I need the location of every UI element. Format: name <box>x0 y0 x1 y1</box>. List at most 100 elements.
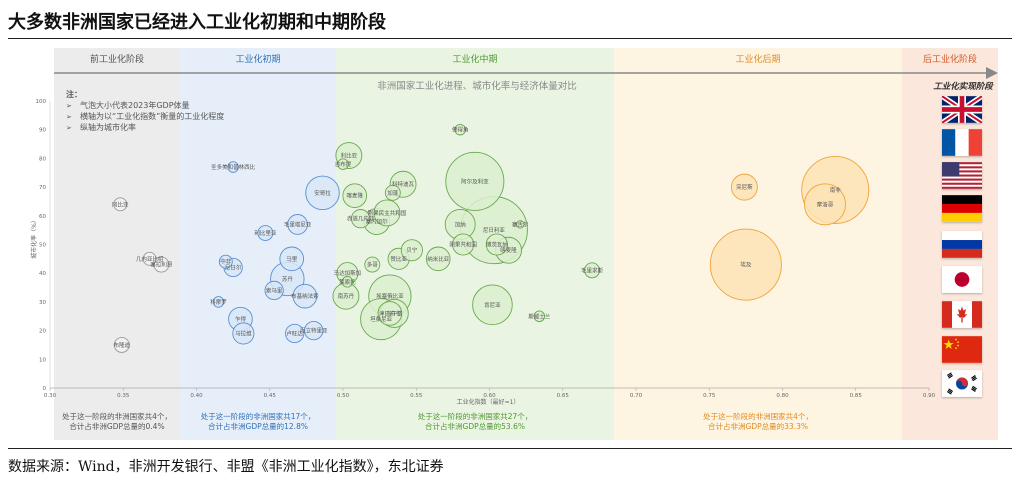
bubble-label: 加蓬 <box>387 189 399 197</box>
bubble-label: 莱索托 <box>339 278 356 286</box>
bubble-label: 多哥 <box>367 261 379 269</box>
bubble-point <box>377 301 403 326</box>
x-tick-label: 0.50 <box>337 393 350 399</box>
bubble-point <box>364 256 381 273</box>
bubble-label: 中非 <box>220 258 232 266</box>
bubble-label: 斯威士兰 <box>528 312 551 320</box>
stage-label-late: 工业化后期 <box>735 55 781 65</box>
bubble-label: 乌干达 <box>386 309 403 317</box>
stage-foot-line: 处于这一阶段的非洲国家共17个， <box>200 412 316 421</box>
bubble-point <box>113 197 128 212</box>
y-tick-label: 60 <box>39 214 46 220</box>
page-title: 大多数非洲国家已经进入工业化初期和中期阶段 <box>8 12 386 33</box>
title-divider <box>8 38 1012 39</box>
x-tick-label: 0.30 <box>44 393 57 399</box>
note-bullet: ➢ <box>66 113 72 121</box>
stage-foot-line: 合计占非洲GDP总量的53.6% <box>425 422 525 431</box>
chart-title: 非洲国家工业化进程、城市化率与经济体量对比 <box>377 80 577 92</box>
bubble-point <box>212 296 225 308</box>
stage-band-early <box>180 48 336 440</box>
bubble-label: 科特迪瓦 <box>392 180 415 188</box>
y-tick-label: 90 <box>39 128 46 134</box>
bubble-point <box>730 173 758 201</box>
bubble-point <box>584 262 600 279</box>
y-tick-label: 80 <box>39 156 46 162</box>
france-flag-icon <box>942 129 982 156</box>
stage-foot-line: 合计占非洲GDP总量的12.8% <box>208 422 308 431</box>
canada-flag-icon <box>942 301 982 328</box>
stage-label-pre: 前工业化阶段 <box>89 55 144 65</box>
bubble-label: 埃塞俄比亚 <box>376 292 404 300</box>
bubble-point <box>472 284 513 326</box>
bubble-label: 津巴布韦 <box>379 309 402 317</box>
stage-label-middle: 工业化中期 <box>452 55 498 65</box>
bubble-label: 马拉维 <box>235 329 252 337</box>
y-tick-label: 20 <box>39 329 46 335</box>
bubble-label: 塞舌尔 <box>512 220 529 228</box>
bubble-label: 埃及 <box>740 261 752 269</box>
note-bullet: ➢ <box>66 102 72 110</box>
bubble-point <box>350 209 371 229</box>
x-tick-label: 0.70 <box>630 393 643 399</box>
y-tick-label: 0 <box>43 386 47 392</box>
bubble-point <box>337 158 349 170</box>
x-tick-label: 0.75 <box>703 393 716 399</box>
bubble-label: 科摩罗 <box>210 298 227 306</box>
bubble-label: 纳米比亚 <box>427 255 450 263</box>
notes-heading: 注： <box>66 89 82 99</box>
x-axis-label: 工业化指数（最好=1） <box>457 398 520 406</box>
usa-flag-icon <box>942 162 982 189</box>
bubble-label: 安哥拉 <box>314 189 331 197</box>
stage-label-post: 后工业化阶段 <box>922 55 977 65</box>
bubble-point <box>516 220 525 229</box>
bubble-point <box>113 337 130 353</box>
germany-flag-icon <box>942 195 982 222</box>
bubble-point <box>232 322 255 345</box>
bubble-label: 毛里塔尼亚 <box>284 220 312 228</box>
bubble-label: 博茨瓦纳 <box>486 241 509 249</box>
bubble-label: 苏丹 <box>282 275 294 283</box>
russia-flag-icon <box>942 231 982 258</box>
bubble-label: 几内亚比绍 <box>136 255 164 263</box>
korea-flag-icon <box>942 370 982 397</box>
bubble-point <box>227 161 239 173</box>
footer-divider <box>8 448 1012 449</box>
flag-stack <box>938 96 988 406</box>
bubble-point <box>142 251 157 266</box>
bubble-point <box>341 276 354 288</box>
y-tick-label: 50 <box>39 243 46 249</box>
bubble-label: 佛得角 <box>452 126 469 134</box>
bubble-label: 索马里 <box>266 286 283 294</box>
bubble-label: 吉布提 <box>335 160 352 168</box>
bubble-point <box>257 225 274 241</box>
stage-band-pre <box>54 48 180 440</box>
note-line: 纵轴为城市化率 <box>80 122 136 132</box>
bubble-label: 塞拉利昂 <box>150 261 172 269</box>
note-line: 横轴为以“工业化指数”衡量的工业化程度 <box>80 111 224 121</box>
stage-foot-line: 合计占非洲GDP总量的33.3% <box>708 422 808 431</box>
x-tick-label: 0.80 <box>776 393 789 399</box>
bubble-point <box>292 283 318 309</box>
stage-foot-middle: 处于这一阶段的非洲国家共27个， 合计占非洲GDP总量的53.6% <box>336 412 614 432</box>
bubble-point <box>264 280 284 301</box>
x-tick-label: 0.85 <box>850 393 863 399</box>
bubble-point <box>804 183 846 226</box>
bubble-label: 赤道几内亚 <box>347 215 375 223</box>
x-tick-label: 0.45 <box>264 393 277 399</box>
stage-label-early: 工业化初期 <box>235 55 281 65</box>
bubble-label: 刚果共和国 <box>449 241 477 249</box>
bubble-point <box>485 233 508 256</box>
stage-foot-line: 处于这一阶段的非洲国家共4个， <box>62 412 172 421</box>
bubble-point <box>384 184 401 201</box>
bubble-label: 贝宁 <box>406 246 418 254</box>
bubble-point <box>153 256 170 273</box>
bubble-label: 南苏丹 <box>338 292 355 300</box>
bubble-label: 塞内加尔 <box>366 218 389 226</box>
bubble-label: 冈比亚 <box>112 200 129 208</box>
japan-flag-icon <box>942 266 982 293</box>
bubble-point <box>445 151 505 211</box>
bubble-label: 尼日利亚 <box>483 226 506 234</box>
x-tick-label: 0.90 <box>923 393 936 399</box>
bubble-point <box>285 323 305 344</box>
